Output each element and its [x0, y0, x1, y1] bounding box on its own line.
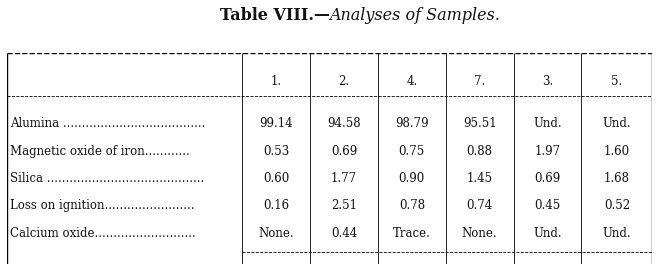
Text: 0.90: 0.90	[399, 172, 425, 185]
Text: 3.: 3.	[542, 75, 553, 88]
Text: 1.97: 1.97	[534, 144, 561, 158]
Text: 5.: 5.	[612, 75, 623, 88]
Text: 4.: 4.	[406, 75, 417, 88]
Text: Alumina ......................................: Alumina ................................…	[10, 117, 205, 130]
Text: 98.79: 98.79	[395, 117, 428, 130]
Text: None.: None.	[462, 227, 498, 240]
Text: 99.14: 99.14	[260, 117, 293, 130]
Text: Magnetic oxide of iron............: Magnetic oxide of iron............	[10, 144, 190, 158]
Text: Und.: Und.	[602, 227, 631, 240]
Text: 7.: 7.	[474, 75, 485, 88]
Text: 0.69: 0.69	[534, 172, 561, 185]
Text: 0.78: 0.78	[399, 199, 425, 213]
Text: Table VIII.—: Table VIII.—	[219, 7, 330, 23]
Text: Und.: Und.	[602, 117, 631, 130]
Text: 0.88: 0.88	[467, 144, 493, 158]
Text: 0.74: 0.74	[467, 199, 493, 213]
Text: 2.: 2.	[339, 75, 349, 88]
Text: Silica ..........................................: Silica .................................…	[10, 172, 204, 185]
Text: 1.68: 1.68	[604, 172, 630, 185]
Text: Analyses of Samples.: Analyses of Samples.	[330, 7, 500, 23]
Text: 0.52: 0.52	[604, 199, 630, 213]
Text: Calcium oxide...........................: Calcium oxide...........................	[10, 227, 196, 240]
Text: 0.75: 0.75	[399, 144, 425, 158]
Text: 0.45: 0.45	[534, 199, 561, 213]
Text: 0.16: 0.16	[263, 199, 289, 213]
Text: Und.: Und.	[533, 227, 561, 240]
Text: 0.44: 0.44	[331, 227, 357, 240]
Text: 1.45: 1.45	[467, 172, 493, 185]
Text: Trace.: Trace.	[393, 227, 431, 240]
Text: 1.: 1.	[271, 75, 282, 88]
Text: 94.58: 94.58	[328, 117, 361, 130]
Text: None.: None.	[258, 227, 294, 240]
Text: 0.69: 0.69	[331, 144, 357, 158]
Text: 1.77: 1.77	[331, 172, 357, 185]
Text: Und.: Und.	[533, 117, 561, 130]
Text: Loss on ignition........................: Loss on ignition........................	[10, 199, 194, 213]
Text: 95.51: 95.51	[463, 117, 496, 130]
Text: 0.60: 0.60	[263, 172, 289, 185]
Text: 0.53: 0.53	[263, 144, 289, 158]
Text: 1.60: 1.60	[604, 144, 630, 158]
Text: 2.51: 2.51	[331, 199, 357, 213]
